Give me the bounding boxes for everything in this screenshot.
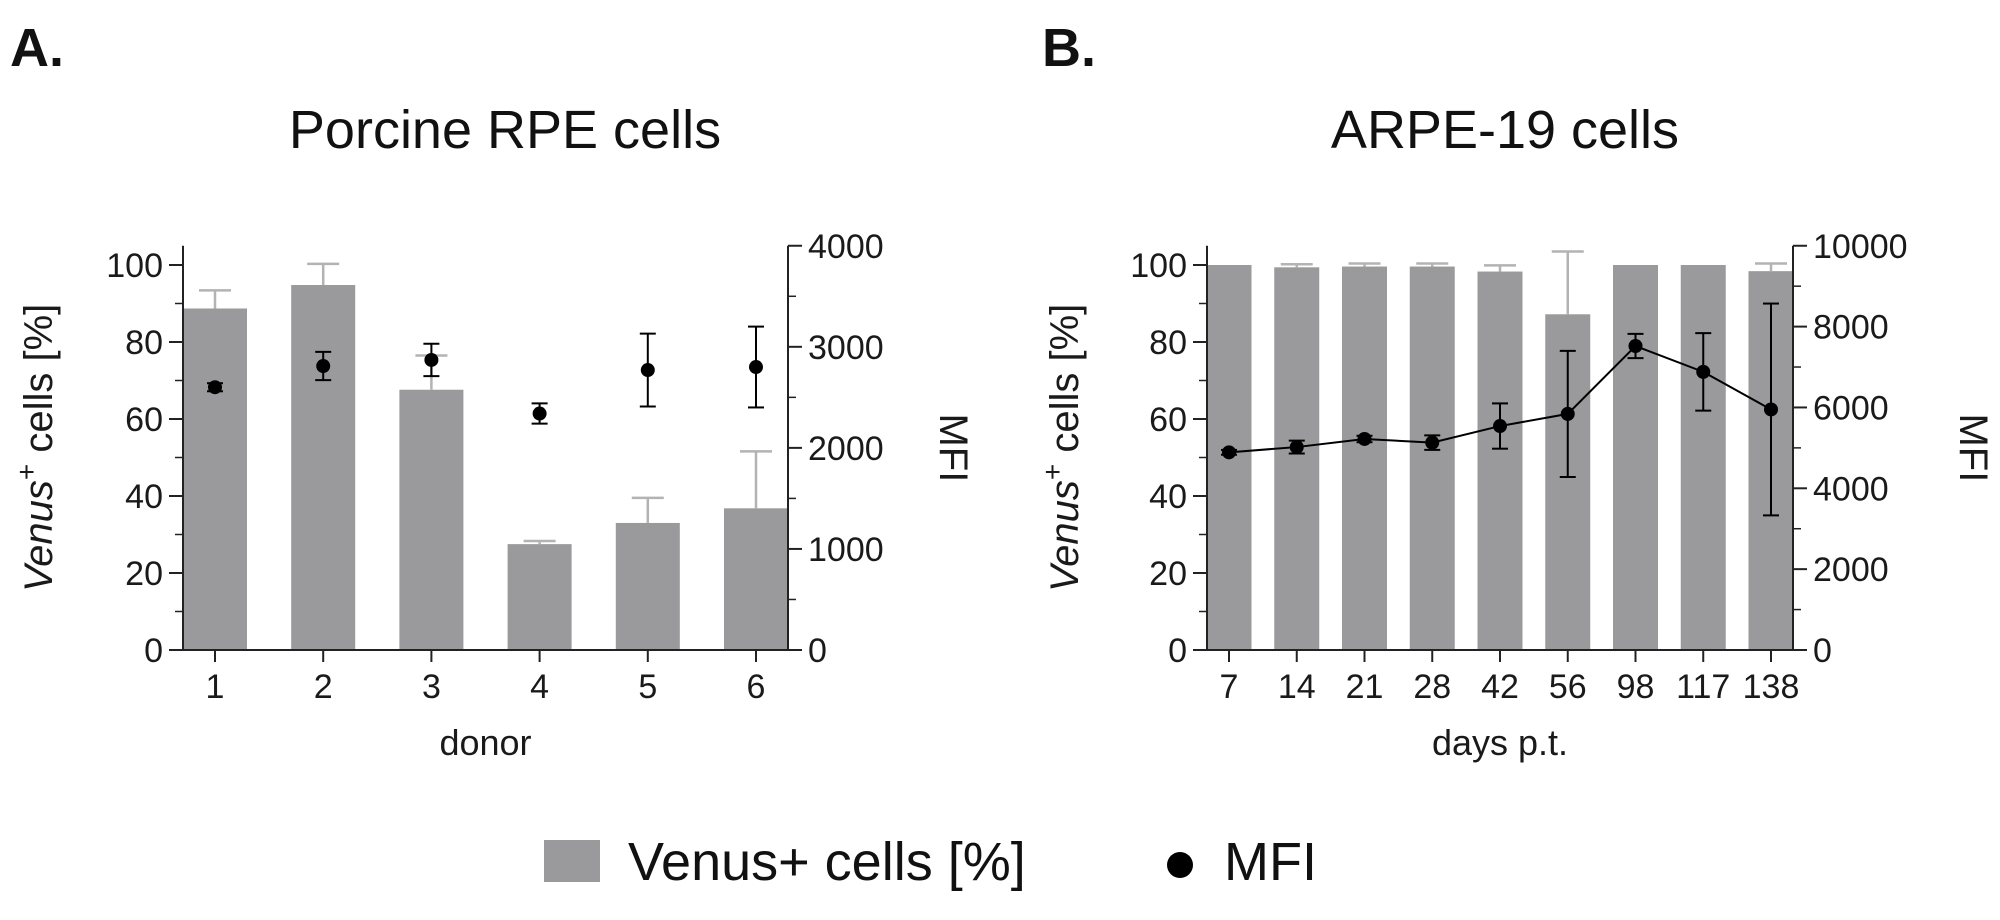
y-tick-label-a-60: 60 [125,401,163,439]
x-tick-label-b-56: 56 [1549,668,1587,706]
y-tick-label-a-80: 80 [125,324,163,362]
y2-tick-label-b-6000: 6000 [1813,389,1889,427]
y2-tick-label-b-0: 0 [1813,632,1832,670]
legend-bar-label: Venus+ cells [%] [628,832,1026,892]
mfi-point-b-21 [1357,431,1372,446]
mfi-point-a-2 [316,359,331,374]
y-axis-title-rest: cells [%] [1043,304,1087,464]
y2-tick-label-b-10000: 10000 [1813,228,1908,266]
y-tick-label-b-20: 20 [1149,555,1187,593]
x-tick-label-a-3: 3 [422,668,441,706]
y2-axis-title-a: MFI [931,413,975,482]
x-axis-title-b: days p.t. [1432,722,1568,763]
bar-b-117 [1680,265,1726,650]
bar-a-6 [724,508,788,650]
mfi-point-a-5 [640,363,655,378]
y2-tick-label-a-1000: 1000 [808,531,884,569]
y-tick-label-b-0: 0 [1168,632,1187,670]
legend-bar-swatch [544,840,600,882]
y2-tick-label-a-3000: 3000 [808,329,884,367]
bar-a-3 [399,389,464,650]
y-axis-title-italic: Venus [17,480,61,592]
x-tick-label-b-117: 117 [1676,668,1730,706]
y-axis-title-a: Venus+ cells [%] [11,304,61,592]
y-tick-label-a-0: 0 [144,632,163,670]
y-tick-label-a-100: 100 [106,247,163,285]
y-axis-title-b: Venus+ cells [%] [1037,304,1087,592]
y2-tick-label-b-4000: 4000 [1813,470,1889,508]
panel-a-title: Porcine RPE cells [289,100,721,160]
y2-tick-label-b-2000: 2000 [1813,551,1889,589]
y-axis-title-rest: cells [%] [17,304,61,464]
bar-b-14 [1274,267,1320,650]
mfi-point-b-56 [1560,406,1575,421]
bar-b-21 [1342,266,1387,650]
mfi-point-b-28 [1425,435,1440,450]
y2-tick-label-a-4000: 4000 [808,228,884,266]
y-tick-label-b-80: 80 [1149,324,1187,362]
y-tick-label-b-100: 100 [1130,247,1187,285]
mfi-point-a-6 [749,360,763,375]
x-tick-label-b-21: 21 [1346,668,1384,706]
bar-a-2 [291,285,356,650]
mfi-point-a-1 [208,380,222,395]
x-tick-label-a-6: 6 [747,668,766,706]
x-tick-label-b-42: 42 [1481,668,1519,706]
panel-b-title: ARPE-19 cells [1331,100,1679,160]
x-tick-label-b-7: 7 [1220,668,1239,706]
x-tick-label-b-14: 14 [1278,668,1316,706]
y2-tick-label-a-0: 0 [808,632,827,670]
x-tick-label-a-2: 2 [314,668,333,706]
y-tick-label-a-40: 40 [125,478,163,516]
y-tick-label-b-40: 40 [1149,478,1187,516]
mfi-point-b-98 [1628,339,1643,354]
y2-axis-title-b: MFI [1951,413,1995,482]
mfi-point-a-4 [532,406,547,421]
panel-b-label: B. [1042,18,1096,78]
mfi-point-b-117 [1696,364,1711,379]
y-axis-title-sup: + [11,464,42,480]
x-axis-title-a: donor [439,722,531,763]
y2-tick-label-a-2000: 2000 [808,430,884,468]
bar-a-1 [183,308,247,650]
panel-a-label: A. [10,18,64,78]
y-axis-title-sup: + [1037,464,1068,480]
legend-point-swatch [1167,852,1193,878]
y-axis-title-italic: Venus [1043,480,1087,592]
legend: Venus+ cells [%] MFI [544,832,1317,892]
chart-b-plot: 0 20 40 60 80 100 0 2000 4000 6000 8000 10000 7 14 21 2… [1037,228,1995,763]
y-tick-label-b-60: 60 [1149,401,1187,439]
x-tick-label-a-1: 1 [206,668,225,706]
mfi-point-b-138 [1764,402,1778,417]
x-tick-label-b-98: 98 [1617,668,1655,706]
bar-b-28 [1409,266,1455,650]
y-tick-label-a-20: 20 [125,555,163,593]
mfi-point-a-3 [424,352,439,367]
x-tick-label-b-138: 138 [1743,668,1800,706]
bar-b-42 [1477,271,1523,650]
mfi-point-b-42 [1493,419,1507,434]
mfi-point-b-7 [1222,445,1236,460]
x-tick-label-a-5: 5 [638,668,657,706]
x-tick-label-b-28: 28 [1413,668,1451,706]
bar-a-4 [507,544,572,650]
legend-point-label: MFI [1224,832,1317,892]
bar-b-98 [1613,265,1658,650]
x-tick-label-a-4: 4 [530,668,549,706]
mfi-point-b-14 [1289,440,1304,455]
y2-tick-label-b-8000: 8000 [1813,309,1889,347]
bar-a-5 [615,522,680,650]
